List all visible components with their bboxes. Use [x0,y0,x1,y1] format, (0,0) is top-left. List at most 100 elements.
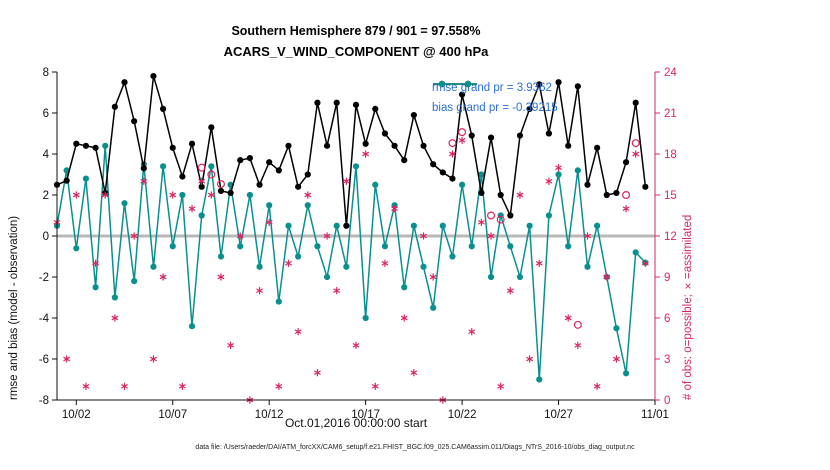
bias-point [237,243,244,250]
rmse-point [343,222,350,229]
rmse-point [121,79,128,86]
assimilated-obs-marker [458,138,466,143]
x-tick-label: 10/22 [448,409,477,421]
assimilated-obs-marker [371,384,379,389]
bias-point [613,325,620,332]
y-right-tick-label: 6 [664,313,670,325]
assimilated-obs-marker [400,315,408,321]
assimilated-obs-marker [92,261,100,266]
bias-point [111,294,118,301]
bias-point [536,376,543,383]
rmse-point [449,175,456,182]
bias-point [584,263,591,270]
rmse-point [285,142,292,149]
rmse-point [487,134,495,141]
rmse-point [642,183,649,190]
bias-point [208,163,215,170]
y-right-tick-label: 15 [664,190,677,202]
assimilated-obs-marker [564,315,572,321]
rmse-point [237,157,244,164]
assimilated-obs-marker [555,165,562,170]
assimilated-obs-marker [468,329,476,334]
assimilated-obs-marker [612,356,620,362]
possible-obs-marker [458,128,467,137]
bias-point [420,263,427,270]
assimilated-obs-marker [420,233,427,239]
x-tick-label: 11/01 [641,409,669,421]
bias-point [555,171,562,178]
possible-obs-marker [631,139,640,148]
rmse-point [323,142,331,149]
y-right-tick-label: 3 [664,354,670,366]
bias-point [295,253,302,260]
bias-point [430,304,437,311]
rmse-point [275,167,282,174]
assimilated-obs-marker [188,206,196,211]
bias-point [198,212,205,219]
assimilated-obs-marker [429,274,437,280]
rmse-point [73,140,80,147]
bias-point [352,163,360,170]
rmse-point [362,140,369,147]
rmse-point [256,181,263,188]
rmse-point [314,99,321,106]
assimilated-obs-marker [140,179,148,184]
rmse-point [516,132,524,139]
assimilated-obs-marker [593,384,601,389]
rmse-point [584,181,591,188]
y-axis-right-label: # of obs: o=possible; ×=assimilated [682,214,694,400]
data-file-caption: data file: /Users/raeder/DAI/ATM_forcXX/… [195,444,635,451]
assimilated-obs-marker [101,192,109,198]
assimilated-obs-marker [545,179,553,184]
bias-point [545,212,553,219]
possible-obs-marker [496,215,505,224]
bias-point [159,163,167,170]
rmse-point [439,169,446,176]
rmse-point [555,79,562,86]
bias-point [458,181,466,188]
bias-point [304,202,311,209]
y-left-tick-label: 0 [43,231,49,243]
rmse-point [526,105,533,112]
bias-point [314,243,321,250]
y-left-tick-label: 8 [43,67,49,79]
rmse-point [131,118,138,125]
rmse-point [352,101,360,108]
rmse-point [458,91,466,98]
assimilated-obs-marker [477,220,485,225]
assimilated-obs-marker [150,356,157,362]
rmse-point [246,155,254,162]
x-tick-label: 10/17 [351,409,380,421]
rmse-point [536,81,543,88]
rmse-point [266,159,273,166]
rmse-point [208,124,215,131]
bias-point [439,222,446,229]
assimilated-obs-marker [217,274,225,280]
bias-point [150,263,157,270]
assimilated-obs-marker [207,192,215,198]
rmse-point [63,177,70,184]
legend-row-bias: bias grand pr = -0.39215 [432,80,558,118]
assimilated-obs-marker [236,233,244,239]
assimilated-obs-marker [574,343,582,348]
y-left-tick-label: -6 [39,354,49,366]
y-right-tick-label: 21 [664,108,677,120]
assimilated-obs-marker [323,233,331,239]
rmse-point [622,159,630,166]
bias-point [333,222,340,229]
bias-point [594,222,601,229]
rmse-point [227,189,234,197]
assimilated-obs-marker [159,274,167,280]
bias-point [632,249,639,256]
rmse-point [150,73,157,80]
bias-point [449,253,456,260]
bias-point [507,243,514,250]
legend-label-rmse: rmse grand pr = 3.9362 [432,82,552,94]
x-axis-label: Oct.01,2016 00:00:00 start [284,416,428,430]
possible-obs-marker [622,191,631,200]
possible-obs-marker [216,180,225,189]
assimilated-obs-marker [603,274,611,280]
x-tick-label: 10/27 [544,409,573,421]
